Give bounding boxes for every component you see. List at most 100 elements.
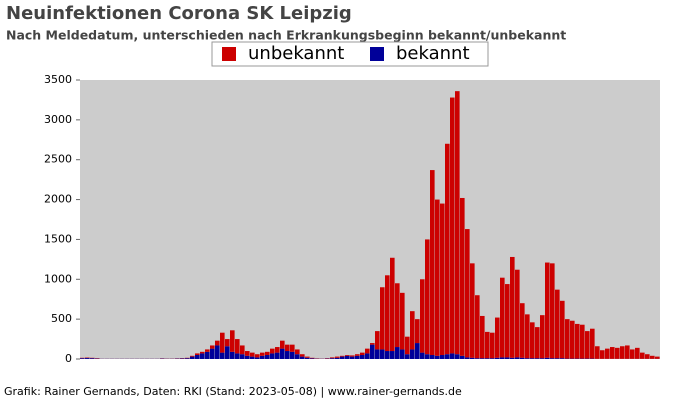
bar-segment bbox=[215, 345, 220, 359]
y-tick-label: 2000 bbox=[44, 193, 72, 206]
bar-segment bbox=[280, 348, 285, 359]
legend-swatch bbox=[370, 47, 384, 61]
bar-segment bbox=[505, 284, 510, 358]
bar-segment bbox=[540, 358, 545, 359]
bar-segment bbox=[455, 354, 460, 359]
legend-label: unbekannt bbox=[248, 43, 344, 64]
y-tick-label: 1000 bbox=[44, 272, 72, 285]
bar-segment bbox=[505, 357, 510, 359]
bar-segment bbox=[225, 346, 230, 359]
bar-segment bbox=[240, 345, 245, 355]
bar-segment bbox=[240, 354, 245, 359]
bar-segment bbox=[385, 351, 390, 359]
bar-segment bbox=[450, 97, 455, 354]
y-tick-label: 3000 bbox=[44, 113, 72, 126]
bar-segment bbox=[205, 349, 210, 352]
bar-segment bbox=[275, 347, 280, 353]
bar-segment bbox=[405, 336, 410, 355]
bar-segment bbox=[425, 239, 430, 355]
bar-segment bbox=[200, 351, 205, 354]
bar-segment bbox=[655, 356, 660, 359]
bar-segment bbox=[440, 355, 445, 359]
bar-segment bbox=[250, 352, 255, 357]
bar-segment bbox=[430, 355, 435, 359]
bar-segment bbox=[220, 332, 225, 353]
bar-segment bbox=[190, 355, 195, 357]
bar-segment bbox=[530, 358, 535, 359]
bar-segment bbox=[560, 300, 565, 359]
bar-segment bbox=[465, 357, 470, 359]
bar-segment bbox=[80, 358, 85, 359]
bar-segment bbox=[390, 257, 395, 352]
bar-segment bbox=[520, 357, 525, 359]
bar-segment bbox=[305, 356, 310, 358]
bar-segment bbox=[300, 356, 305, 359]
y-tick-label: 1500 bbox=[44, 232, 72, 245]
bar-segment bbox=[435, 199, 440, 356]
bar-segment bbox=[275, 352, 280, 359]
bar-segment bbox=[420, 279, 425, 353]
bar-segment bbox=[470, 263, 475, 358]
bar-segment bbox=[265, 355, 270, 359]
bar-segment bbox=[280, 340, 285, 349]
bar-segment bbox=[640, 352, 645, 359]
bar-segment bbox=[525, 314, 530, 359]
bar-segment bbox=[490, 332, 495, 359]
bar-segment bbox=[350, 355, 355, 357]
bar-segment bbox=[335, 356, 340, 358]
bar-segment bbox=[460, 197, 465, 356]
chart-subtitle: Nach Meldedatum, unterschieden nach Erkr… bbox=[6, 28, 566, 43]
bar-segment bbox=[370, 344, 375, 359]
bar-segment bbox=[345, 355, 350, 356]
bar-segment bbox=[235, 353, 240, 359]
bar-segment bbox=[545, 262, 550, 358]
bar-segment bbox=[360, 355, 365, 359]
y-tick-label: 3500 bbox=[44, 73, 72, 86]
bar-segment bbox=[595, 346, 600, 359]
bar-segment bbox=[195, 353, 200, 356]
bar-segment bbox=[510, 357, 515, 359]
bar-segment bbox=[375, 349, 380, 359]
bar-segment bbox=[260, 352, 265, 356]
bar-segment bbox=[295, 349, 300, 355]
bar-segment bbox=[335, 357, 340, 359]
bar-segment bbox=[535, 358, 540, 359]
bar-segment bbox=[475, 358, 480, 359]
bar-segment bbox=[555, 289, 560, 359]
bar-segment bbox=[290, 351, 295, 359]
bar-segment bbox=[225, 339, 230, 347]
bar-segment bbox=[90, 358, 95, 359]
bar-segment bbox=[210, 348, 215, 359]
bar-segment bbox=[285, 344, 290, 352]
bar-segment bbox=[400, 292, 405, 350]
bar-segment bbox=[365, 348, 370, 354]
bar-segment bbox=[420, 352, 425, 359]
bar-segment bbox=[270, 348, 275, 354]
bar-segment bbox=[410, 311, 415, 350]
bar-segment bbox=[530, 322, 535, 359]
bar-segment bbox=[465, 229, 470, 358]
y-tick-label: 0 bbox=[65, 352, 72, 365]
bar-segment bbox=[430, 170, 435, 356]
bar-segment bbox=[525, 358, 530, 359]
footer: Grafik: Rainer Gernands, Daten: RKI (Sta… bbox=[4, 385, 462, 398]
bar-segment bbox=[190, 356, 195, 359]
bar-segment bbox=[365, 353, 370, 359]
bar-segment bbox=[255, 354, 260, 358]
bar-segment bbox=[370, 343, 375, 345]
bar-segment bbox=[410, 349, 415, 359]
bar-segment bbox=[630, 349, 635, 359]
bar-segment bbox=[485, 331, 490, 359]
bar-segment bbox=[390, 351, 395, 359]
bar-segment bbox=[620, 346, 625, 359]
plot-area bbox=[80, 80, 660, 359]
bar-segment bbox=[495, 357, 500, 359]
bar-segment bbox=[500, 277, 505, 358]
bar-segment bbox=[380, 349, 385, 359]
bar-segment bbox=[245, 351, 250, 356]
bar-segment bbox=[265, 351, 270, 356]
bar-segment bbox=[250, 356, 255, 359]
bar-segment bbox=[355, 355, 360, 359]
bar-segment bbox=[570, 320, 575, 359]
bar-segment bbox=[560, 358, 565, 359]
